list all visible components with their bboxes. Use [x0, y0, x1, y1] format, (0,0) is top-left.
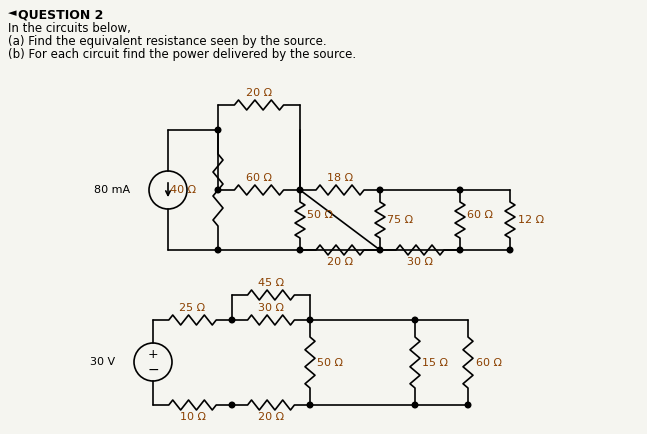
Text: 20 Ω: 20 Ω	[246, 88, 272, 98]
Text: In the circuits below,: In the circuits below,	[8, 22, 131, 35]
Text: 20 Ω: 20 Ω	[258, 412, 284, 422]
Circle shape	[377, 187, 383, 193]
Text: 40 Ω: 40 Ω	[170, 185, 196, 195]
Text: 75 Ω: 75 Ω	[387, 215, 413, 225]
Circle shape	[215, 187, 221, 193]
Text: 20 Ω: 20 Ω	[327, 257, 353, 267]
Text: −: −	[147, 363, 159, 377]
Text: 80 mA: 80 mA	[94, 185, 130, 195]
Text: (b) For each circuit find the power delivered by the source.: (b) For each circuit find the power deli…	[8, 48, 356, 61]
Circle shape	[412, 402, 418, 408]
Circle shape	[457, 187, 463, 193]
Text: 50 Ω: 50 Ω	[307, 210, 333, 220]
Circle shape	[465, 402, 471, 408]
Circle shape	[215, 247, 221, 253]
Circle shape	[297, 187, 303, 193]
Text: 15 Ω: 15 Ω	[422, 358, 448, 368]
Circle shape	[307, 317, 313, 323]
Text: (a) Find the equivalent resistance seen by the source.: (a) Find the equivalent resistance seen …	[8, 35, 327, 48]
Text: +: +	[148, 348, 159, 361]
Circle shape	[229, 402, 235, 408]
Text: ◄: ◄	[8, 8, 17, 18]
Text: 12 Ω: 12 Ω	[518, 215, 544, 225]
Text: 50 Ω: 50 Ω	[317, 358, 343, 368]
Circle shape	[457, 247, 463, 253]
Circle shape	[307, 402, 313, 408]
Circle shape	[229, 317, 235, 323]
Text: 18 Ω: 18 Ω	[327, 173, 353, 183]
Circle shape	[377, 247, 383, 253]
Text: 25 Ω: 25 Ω	[179, 303, 206, 313]
Text: 30 Ω: 30 Ω	[258, 303, 284, 313]
Text: 60 Ω: 60 Ω	[467, 210, 493, 220]
Circle shape	[215, 127, 221, 133]
Text: 60 Ω: 60 Ω	[476, 358, 502, 368]
Circle shape	[412, 317, 418, 323]
Circle shape	[297, 247, 303, 253]
Text: 10 Ω: 10 Ω	[179, 412, 206, 422]
Text: 30 Ω: 30 Ω	[407, 257, 433, 267]
Text: 45 Ω: 45 Ω	[258, 278, 284, 288]
Text: 30 V: 30 V	[90, 357, 115, 367]
Text: 60 Ω: 60 Ω	[246, 173, 272, 183]
Text: QUESTION 2: QUESTION 2	[18, 8, 104, 21]
Circle shape	[507, 247, 513, 253]
